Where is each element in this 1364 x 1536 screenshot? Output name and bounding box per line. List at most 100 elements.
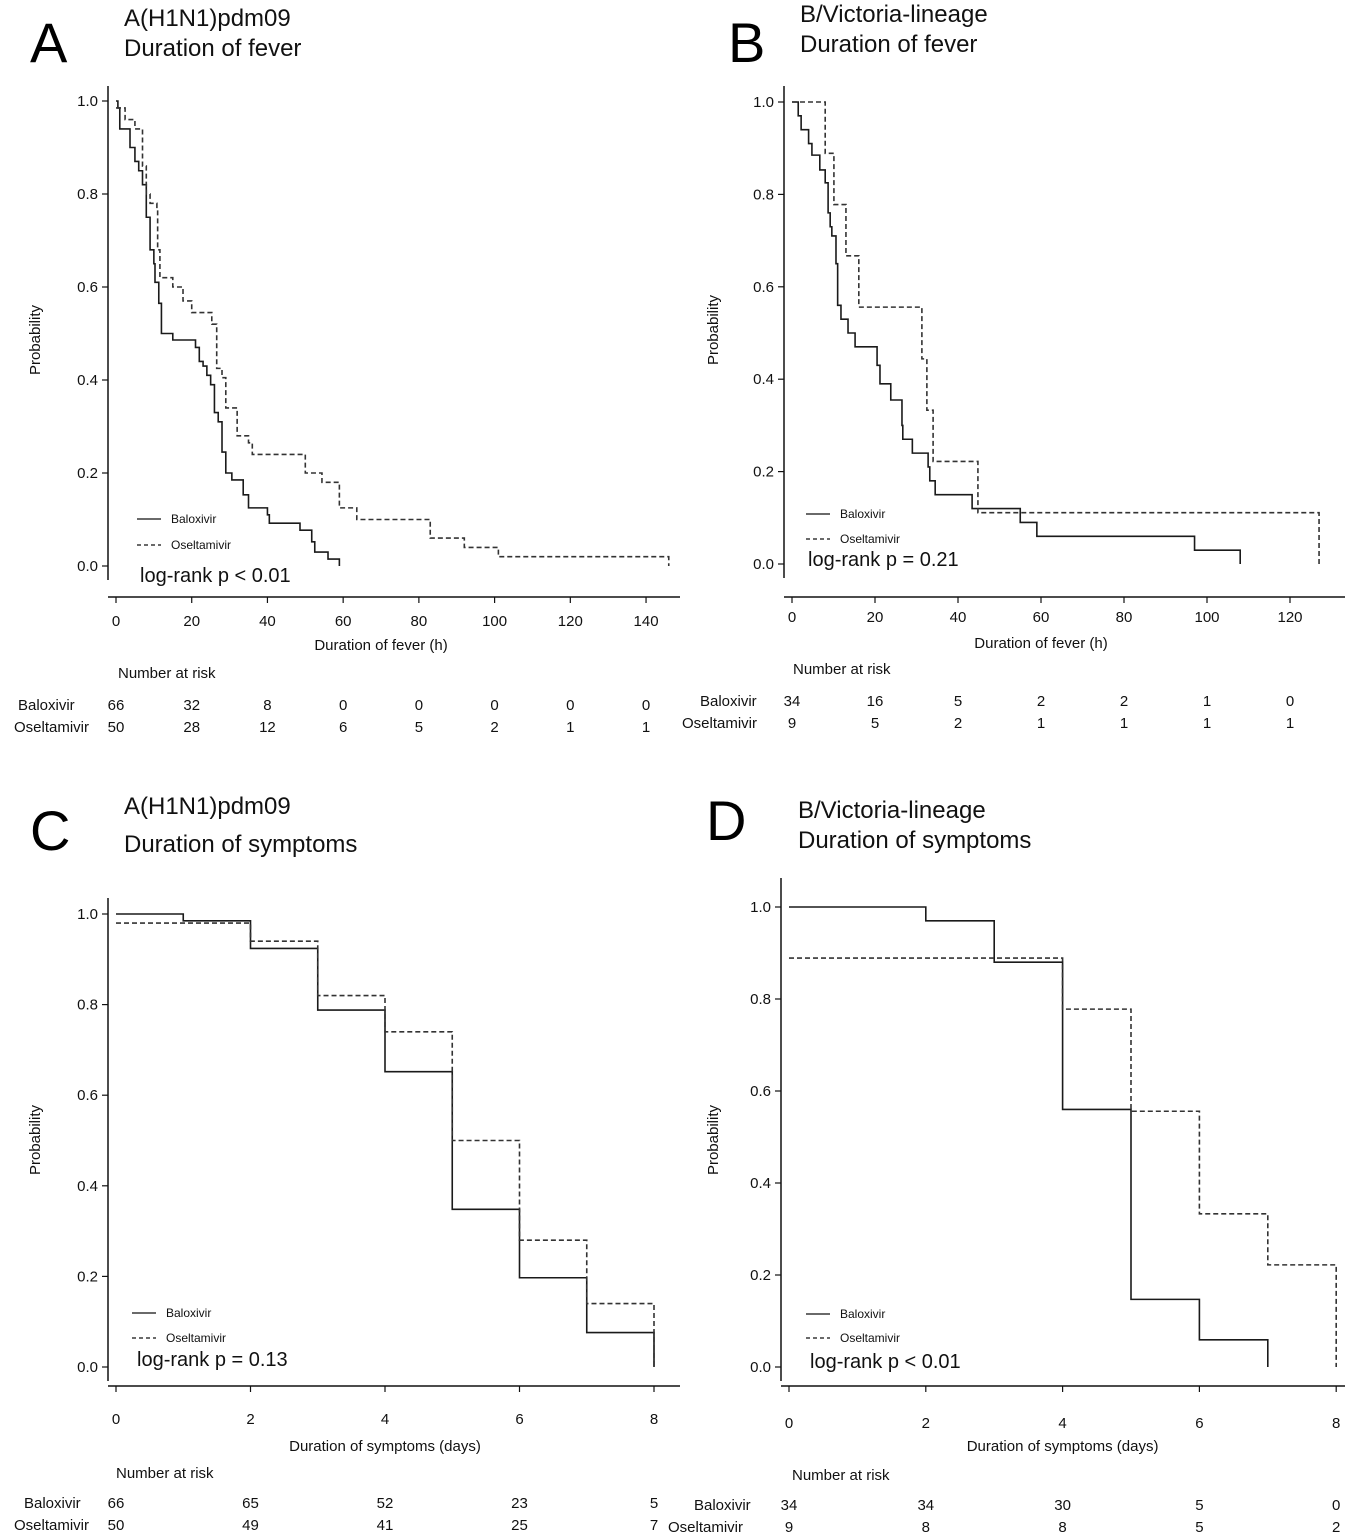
risk-row-label: Baloxivir [24, 1495, 81, 1512]
y-tick-label: 0.0 [77, 558, 98, 575]
risk-value: 0 [1286, 693, 1294, 710]
x-tick-label: 8 [650, 1411, 658, 1428]
risk-value: 49 [242, 1517, 259, 1534]
y-tick-label: 1.0 [77, 93, 98, 110]
x-tick-label: 2 [922, 1415, 930, 1432]
risk-value: 65 [242, 1495, 259, 1512]
risk-value: 50 [108, 719, 125, 736]
x-tick-label: 4 [1058, 1415, 1066, 1432]
x-tick-label: 100 [1194, 609, 1219, 626]
risk-value: 50 [108, 1517, 125, 1534]
y-tick-label: 0.8 [753, 186, 774, 203]
panel-letter: B [728, 11, 765, 74]
risk-value: 1 [1286, 715, 1294, 732]
risk-value: 2 [1120, 693, 1128, 710]
panel-title: A(H1N1)pdm09 [124, 793, 291, 820]
y-tick-label: 0.0 [753, 556, 774, 573]
curve-baloxivir [116, 913, 655, 1367]
y-tick-label: 1.0 [753, 94, 774, 111]
legend-label: Oseltamivir [171, 538, 231, 552]
log-rank-annotation: log-rank p < 0.01 [140, 565, 291, 587]
risk-value: 23 [511, 1495, 528, 1512]
curve-oseltamivir [792, 101, 1320, 564]
risk-table-title: Number at risk [118, 665, 216, 682]
panel-title: Duration of symptoms [124, 831, 357, 858]
risk-value: 0 [490, 697, 498, 714]
panel-d: D B/Victoria-lineage Duration of symptoms 0… [668, 789, 1345, 1536]
y-tick-label: 0.2 [77, 1268, 98, 1285]
x-tick-label: 40 [259, 613, 276, 630]
risk-value: 1 [1203, 693, 1211, 710]
risk-value: 28 [183, 719, 200, 736]
x-axis-title: Duration of symptoms (days) [967, 1438, 1159, 1455]
y-tick-label: 0.6 [750, 1083, 771, 1100]
y-axis-title: Probability [705, 1104, 722, 1175]
panel-title: Duration of fever [124, 35, 301, 62]
curve-baloxivir [792, 101, 1241, 564]
risk-value: 30 [1054, 1497, 1071, 1514]
x-tick-label: 2 [246, 1411, 254, 1428]
risk-value: 5 [1195, 1497, 1203, 1514]
x-tick-label: 140 [634, 613, 659, 630]
risk-table-title: Number at risk [116, 1465, 214, 1482]
risk-row-label: Oseltamivir [682, 715, 757, 732]
panel-title: B/Victoria-lineage [798, 797, 986, 824]
y-tick-label: 0.2 [753, 464, 774, 481]
panel-title: B/Victoria-lineage [800, 1, 988, 28]
risk-value: 9 [788, 715, 796, 732]
y-tick-label: 0.6 [77, 1087, 98, 1104]
panel-letter: D [706, 789, 746, 852]
legend-label: Baloxivir [840, 1307, 885, 1321]
risk-value: 5 [954, 693, 962, 710]
x-tick-label: 60 [335, 613, 352, 630]
risk-value: 52 [377, 1495, 394, 1512]
risk-value: 1 [1203, 715, 1211, 732]
x-tick-label: 0 [112, 1411, 120, 1428]
curve-oseltamivir [116, 922, 655, 1367]
panel-title: Duration of fever [800, 31, 977, 58]
curve-oseltamivir [116, 107, 670, 566]
panel-b: B B/Victoria-lineage Duration of fever 0.0 0… [682, 1, 1345, 732]
risk-value: 2 [1332, 1519, 1340, 1536]
risk-value: 0 [566, 697, 574, 714]
y-tick-label: 1.0 [77, 906, 98, 923]
log-rank-annotation: log-rank p < 0.01 [810, 1351, 961, 1373]
risk-value: 34 [784, 693, 801, 710]
x-tick-label: 20 [183, 613, 200, 630]
risk-value: 5 [1195, 1519, 1203, 1536]
y-tick-label: 0.8 [750, 991, 771, 1008]
panel-c: C A(H1N1)pdm09 Duration of symptoms 0.0 0.2 0… [14, 793, 680, 1534]
x-tick-label: 100 [482, 613, 507, 630]
y-axis-title: Probability [27, 304, 44, 375]
y-tick-label: 0.8 [77, 997, 98, 1014]
panel-letter: A [30, 11, 68, 74]
legend-label: Oseltamivir [166, 1331, 226, 1345]
risk-table-title: Number at risk [793, 661, 891, 678]
risk-value: 0 [1332, 1497, 1340, 1514]
risk-row-label: Baloxivir [18, 697, 75, 714]
curve-baloxivir [116, 100, 341, 566]
risk-table-title: Number at risk [792, 1467, 890, 1484]
y-tick-label: 0.4 [750, 1175, 771, 1192]
x-tick-label: 20 [867, 609, 884, 626]
risk-value: 2 [954, 715, 962, 732]
y-tick-label: 0.2 [750, 1267, 771, 1284]
x-tick-label: 0 [785, 1415, 793, 1432]
x-axis-title: Duration of symptoms (days) [289, 1438, 481, 1455]
legend-label: Baloxivir [166, 1306, 211, 1320]
risk-value: 41 [377, 1517, 394, 1534]
x-tick-label: 4 [381, 1411, 389, 1428]
risk-value: 8 [922, 1519, 930, 1536]
legend-label: Baloxivir [171, 512, 216, 526]
risk-value: 34 [917, 1497, 934, 1514]
y-tick-label: 0.6 [77, 279, 98, 296]
risk-value: 0 [339, 697, 347, 714]
x-tick-label: 6 [1195, 1415, 1203, 1432]
y-tick-label: 0.4 [753, 371, 774, 388]
y-tick-label: 0.4 [77, 1178, 98, 1195]
y-tick-label: 0.6 [753, 279, 774, 296]
x-tick-label: 60 [1033, 609, 1050, 626]
curve-oseltamivir [789, 957, 1337, 1367]
risk-value: 25 [511, 1517, 528, 1534]
x-tick-label: 80 [1116, 609, 1133, 626]
